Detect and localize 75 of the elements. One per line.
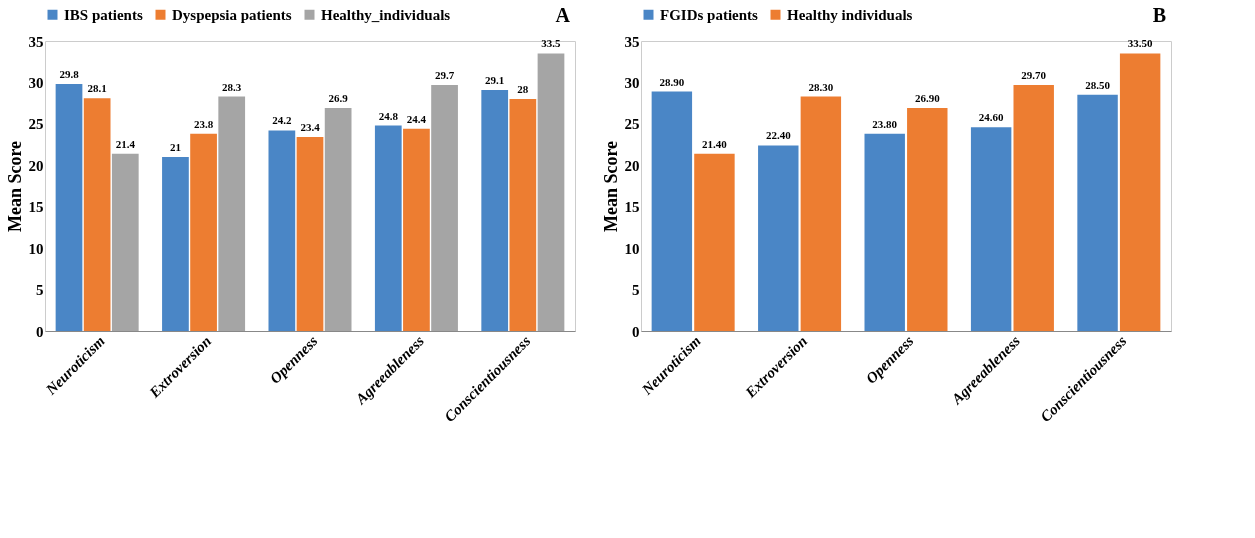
legend-label: IBS patients: [64, 6, 143, 23]
bar: [403, 128, 430, 331]
data-label: 21.40: [702, 137, 728, 150]
bar: [190, 133, 217, 331]
y-tick-label: 35: [624, 33, 640, 50]
data-label: 24.8: [378, 109, 399, 122]
data-label: 24.4: [406, 112, 427, 125]
legend-label: FGIDs patients: [660, 6, 759, 23]
data-label: 23.8: [193, 117, 214, 130]
y-tick-label: 20: [624, 157, 640, 174]
bar: [111, 153, 139, 331]
y-tick-label: 20: [28, 157, 44, 174]
legend-label: Healthy individuals: [787, 6, 913, 23]
data-label: 21: [169, 141, 181, 153]
y-tick-label: 25: [28, 116, 44, 133]
bar: [55, 84, 83, 331]
bar: [431, 84, 458, 331]
data-label: 24.2: [272, 114, 292, 127]
bar: [537, 53, 565, 331]
bar: [324, 108, 352, 331]
bar: [374, 125, 402, 331]
y-axis-title: Mean Score: [600, 140, 621, 233]
bar: [970, 127, 1012, 331]
data-label: 29.70: [1021, 68, 1047, 81]
y-tick-label: 25: [624, 116, 640, 133]
bar: [694, 153, 735, 331]
bar: [509, 99, 537, 331]
y-tick-label: 10: [28, 240, 44, 257]
data-label: 29.7: [434, 68, 455, 81]
data-label: 24.60: [978, 111, 1005, 124]
data-label: 29.1: [485, 73, 505, 86]
data-label: 29.8: [59, 68, 80, 81]
y-tick-label: 30: [28, 74, 44, 91]
y-tick-label: 15: [624, 199, 640, 216]
data-label: 28.90: [659, 75, 685, 88]
legend-label: Healthy_individuals: [321, 6, 451, 23]
data-label: 33.5: [541, 37, 562, 50]
bar: [1119, 53, 1161, 331]
y-tick-label: 0: [36, 323, 44, 340]
data-label: 26.9: [328, 92, 349, 105]
legend-label: Dyspepsia patients: [172, 6, 292, 23]
y-tick-label: 5: [36, 282, 44, 299]
text: A: [555, 4, 571, 26]
y-tick-label: 30: [624, 74, 640, 91]
data-label: 28.50: [1085, 78, 1111, 91]
data-label: 26.90: [914, 92, 941, 105]
y-tick-label: 15: [28, 199, 44, 216]
bar: [907, 108, 948, 331]
y-tick-label: 35: [28, 33, 44, 50]
bar: [1013, 84, 1054, 331]
bar: [758, 145, 799, 331]
bar: [864, 133, 905, 331]
data-label: 28.30: [808, 80, 834, 93]
text: B: [1152, 4, 1166, 26]
data-label: 28.1: [87, 82, 107, 95]
data-label: 22.40: [765, 129, 792, 142]
y-tick-label: 10: [624, 240, 640, 257]
data-label: 23.80: [872, 117, 898, 130]
bar: [218, 96, 246, 331]
bar: [651, 91, 693, 331]
data-label: 33.50: [1127, 37, 1154, 50]
y-axis-title: Mean Score: [4, 140, 25, 233]
y-tick-label: 0: [632, 323, 640, 340]
bar: [268, 130, 296, 331]
bar: [481, 89, 509, 331]
data-label: 28.3: [222, 80, 242, 93]
data-label: 28: [517, 83, 529, 95]
bar: [162, 157, 189, 331]
bar: [800, 96, 842, 331]
y-tick-label: 5: [632, 282, 640, 299]
data-label: 21.4: [115, 137, 136, 150]
bar: [83, 98, 111, 331]
data-label: 23.4: [300, 121, 321, 134]
bar: [1077, 94, 1118, 331]
bar: [296, 137, 324, 331]
